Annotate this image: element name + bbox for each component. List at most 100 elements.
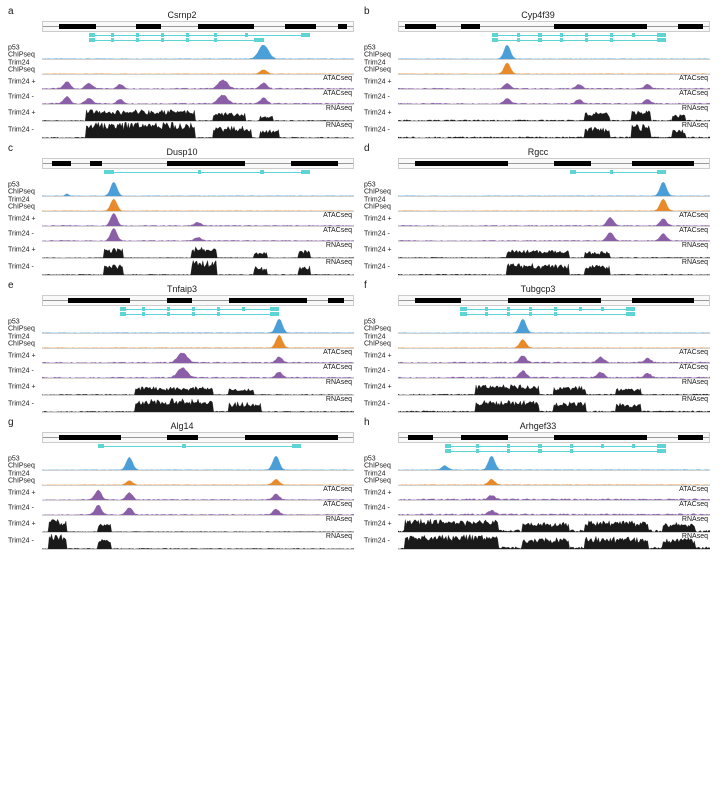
track-svg (398, 501, 710, 515)
track: Trim24 + ATACseq (398, 349, 710, 364)
gene-title: Arhgef33 (364, 421, 712, 431)
gene-model (398, 32, 710, 44)
track: Trim24 + RNAseq (398, 242, 710, 259)
track: Trim24 ChIPseq (398, 471, 710, 486)
track-svg (42, 60, 354, 74)
track-right-label: RNAseq (326, 105, 352, 112)
track-left-label: p53 ChIPseq (364, 456, 396, 471)
track-right-label: RNAseq (326, 242, 352, 249)
track-left-label: Trim24 + (364, 489, 396, 496)
track-svg (42, 533, 354, 549)
track-right-label: ATACseq (679, 364, 708, 371)
track-left-label: p53 ChIPseq (364, 319, 396, 334)
track-right-label: ATACseq (323, 212, 352, 219)
track: p53 ChIPseq (42, 456, 354, 471)
track-left-label: p53 ChIPseq (8, 182, 40, 197)
track-svg (398, 212, 710, 226)
track-left-label: Trim24 ChIPseq (8, 60, 40, 75)
track-svg (42, 334, 354, 348)
track: Trim24 + RNAseq (398, 105, 710, 122)
track: Trim24 + RNAseq (42, 105, 354, 122)
track-svg (42, 259, 354, 275)
track-svg (398, 90, 710, 104)
track: Trim24 - ATACseq (398, 227, 710, 242)
tracks-container: p53 ChIPseq Trim24 ChIPseq Trim24 + ATAC… (42, 182, 354, 276)
gene-title: Tnfaip3 (8, 284, 356, 294)
track-right-label: ATACseq (679, 349, 708, 356)
track: Trim24 + RNAseq (42, 379, 354, 396)
track-svg (398, 227, 710, 241)
track-left-label: Trim24 + (364, 352, 396, 359)
panel-letter: h (364, 417, 370, 428)
panel-h: h Arhgef33 p53 ChIPseq Trim24 ChIPseq Tr… (364, 419, 712, 550)
track-left-label: Trim24 - (364, 537, 396, 544)
track: Trim24 ChIPseq (398, 197, 710, 212)
track: Trim24 + RNAseq (42, 242, 354, 259)
gene-title: Dusp10 (8, 147, 356, 157)
track-right-label: RNAseq (326, 396, 352, 403)
track-svg (398, 75, 710, 89)
track: Trim24 - ATACseq (42, 90, 354, 105)
track-right-label: RNAseq (682, 379, 708, 386)
track-right-label: ATACseq (323, 486, 352, 493)
track-right-label: ATACseq (679, 501, 708, 508)
track-right-label: ATACseq (679, 90, 708, 97)
track-svg (42, 212, 354, 226)
track-svg (398, 471, 710, 485)
track-left-label: Trim24 - (364, 400, 396, 407)
panel-a: a Csrnp2 p53 ChIPseq Trim24 ChIPseq Trim… (8, 8, 356, 139)
track-left-label: Trim24 - (8, 537, 40, 544)
track-left-label: Trim24 ChIPseq (364, 60, 396, 75)
track-svg (42, 227, 354, 241)
genome-ruler (42, 158, 354, 169)
track-svg (398, 533, 710, 549)
track: Trim24 - ATACseq (398, 501, 710, 516)
tracks-container: p53 ChIPseq Trim24 ChIPseq Trim24 + ATAC… (42, 456, 354, 550)
track: Trim24 + ATACseq (398, 486, 710, 501)
track-left-label: Trim24 + (8, 520, 40, 527)
track-svg (398, 105, 710, 121)
track-svg (42, 396, 354, 412)
track-svg (398, 364, 710, 378)
track-svg (42, 516, 354, 532)
track: Trim24 ChIPseq (42, 60, 354, 75)
track-left-label: Trim24 ChIPseq (364, 334, 396, 349)
track-left-label: Trim24 - (364, 504, 396, 511)
track-right-label: RNAseq (682, 516, 708, 523)
track-left-label: Trim24 + (364, 215, 396, 222)
track: Trim24 - ATACseq (42, 227, 354, 242)
track-right-label: RNAseq (326, 259, 352, 266)
track-left-label: Trim24 - (8, 263, 40, 270)
track: p53 ChIPseq (398, 456, 710, 471)
track-svg (398, 182, 710, 196)
panel-e: e Tnfaip3 p53 ChIPseq Trim24 ChIPseq Tri… (8, 282, 356, 413)
track-right-label: RNAseq (326, 379, 352, 386)
track-svg (42, 349, 354, 363)
track-svg (398, 45, 710, 59)
track: p53 ChIPseq (398, 319, 710, 334)
track-left-label: Trim24 + (364, 383, 396, 390)
track-left-label: p53 ChIPseq (8, 456, 40, 471)
track-left-label: Trim24 + (8, 215, 40, 222)
track-left-label: p53 ChIPseq (8, 319, 40, 334)
track-svg (42, 242, 354, 258)
track-svg (398, 456, 710, 470)
track: p53 ChIPseq (398, 182, 710, 197)
track: Trim24 - RNAseq (398, 122, 710, 139)
panel-letter: e (8, 280, 14, 291)
track-left-label: p53 ChIPseq (8, 45, 40, 60)
track-right-label: RNAseq (326, 533, 352, 540)
track-svg (42, 75, 354, 89)
track-right-label: RNAseq (682, 396, 708, 403)
track-right-label: ATACseq (679, 227, 708, 234)
gene-model (42, 32, 354, 44)
track: Trim24 + RNAseq (398, 516, 710, 533)
track-svg (42, 379, 354, 395)
track-svg (42, 486, 354, 500)
genome-ruler (398, 21, 710, 32)
track-left-label: Trim24 ChIPseq (364, 197, 396, 212)
track-svg (42, 182, 354, 196)
track-left-label: Trim24 + (364, 78, 396, 85)
track: Trim24 + RNAseq (42, 516, 354, 533)
track-svg (398, 396, 710, 412)
